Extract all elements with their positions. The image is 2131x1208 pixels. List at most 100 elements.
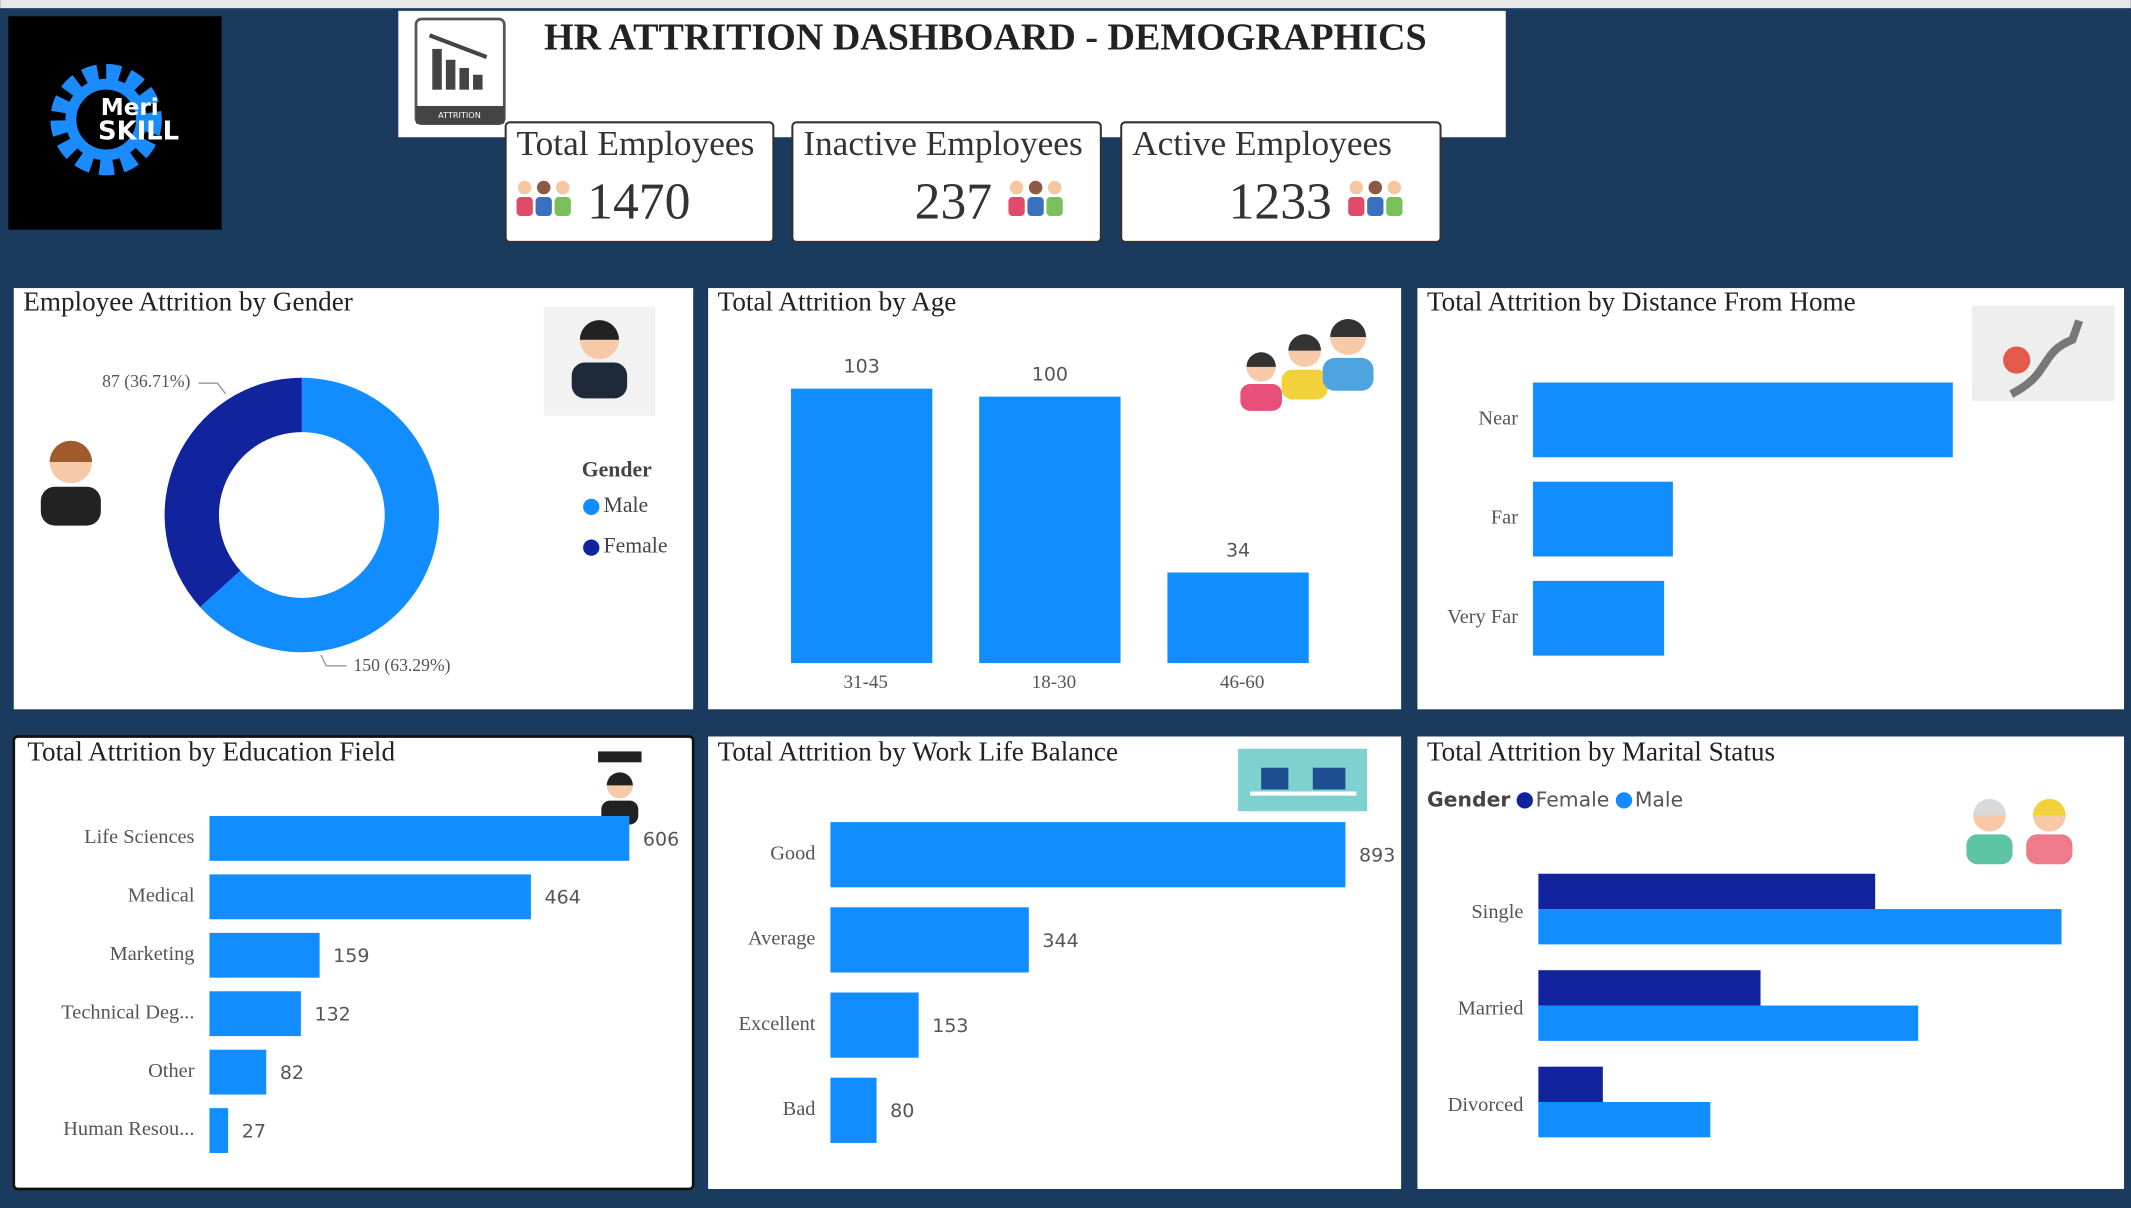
y-tick-label: Very Far (1447, 606, 1518, 628)
x-tick-label: 31-45 (844, 672, 888, 693)
bar (1538, 873, 1876, 910)
data-label: 34 (1226, 539, 1250, 561)
kpi-icon-head (1387, 180, 1402, 195)
legend-dot (583, 498, 600, 515)
data-label: 132 (314, 1004, 350, 1026)
logo-gear (50, 63, 162, 176)
data-label: 464 (545, 887, 581, 909)
data-label: 893 (1359, 845, 1395, 867)
kpi-label: Active Employees (1132, 124, 1392, 163)
x-tick-label: 18-30 (1032, 672, 1076, 693)
icon-body (1240, 384, 1282, 411)
logo-text: Meri (101, 95, 159, 121)
bar (1167, 572, 1309, 664)
data-label: 103 (844, 355, 880, 377)
bar (1532, 481, 1673, 557)
y-tick-label: Excellent (739, 1013, 816, 1035)
header-icon-label: ATTRITION (438, 110, 481, 120)
bar (830, 907, 1029, 973)
header-icon-arrow (428, 33, 488, 59)
data-label: 153 (932, 1015, 968, 1037)
legend-label: Male (1635, 787, 1683, 811)
kpi-label: Total Employees (517, 124, 755, 163)
icon-bg (1238, 748, 1368, 812)
chart-title: Total Attrition by Age (718, 287, 957, 317)
kpi-value: 1233 (1229, 173, 1332, 230)
legend-label: Female (603, 534, 667, 558)
x-tick-label: 46-60 (1220, 672, 1264, 693)
bar (1538, 1066, 1603, 1103)
bar (209, 991, 301, 1037)
chart-title: Total Attrition by Distance From Home (1427, 287, 1856, 317)
bar (1538, 1102, 1711, 1138)
icon-cap (598, 751, 642, 763)
kpi-icon-body (1348, 197, 1365, 217)
kpi-icon-head (1009, 180, 1024, 195)
y-tick-label: Human Resou... (63, 1118, 194, 1140)
header-icon-band (415, 105, 505, 124)
kpi-icon-body (535, 197, 552, 217)
data-label: 100 (1032, 363, 1068, 385)
icon-pin (2003, 346, 2031, 374)
ribbon-edge (0, 0, 2131, 9)
donut-slice (200, 377, 440, 653)
icon-hair (579, 320, 619, 340)
icon-body (40, 486, 101, 526)
leader-line (198, 382, 227, 395)
y-tick-label: Medical (128, 884, 195, 906)
kpi-icon-head (1028, 180, 1043, 195)
bar (830, 992, 919, 1058)
logo-gear-ring (65, 78, 147, 161)
kpi-icon-head (517, 180, 532, 195)
data-label: 159 (333, 945, 369, 967)
icon-house (1261, 767, 1289, 790)
kpi-value: 237 (915, 173, 992, 230)
y-tick-label: Average (748, 928, 816, 950)
data-label: 87 (36.71%) (102, 371, 190, 391)
y-tick-label: Marketing (110, 943, 195, 965)
kpi-icon-body (1046, 197, 1063, 217)
kpi-value: 1470 (587, 173, 690, 230)
y-tick-label: Technical Deg... (61, 1001, 194, 1023)
icon-body (2026, 834, 2073, 865)
bar (209, 815, 630, 861)
bar (830, 822, 1346, 888)
legend-dot (1615, 792, 1633, 809)
icon-bg (1971, 305, 2115, 401)
y-tick-label: Single (1471, 901, 1523, 923)
icon-hair (606, 772, 633, 786)
icon-hair (1246, 352, 1276, 367)
kpi-card (504, 121, 775, 243)
data-label: 82 (280, 1062, 304, 1084)
legend-dot (583, 539, 600, 556)
kpi-icon-body (554, 197, 571, 217)
icon-hair (1973, 798, 2006, 816)
kpi-icon-head (1047, 180, 1062, 195)
bar (209, 932, 320, 978)
data-label: 606 (643, 828, 679, 850)
dashboard-title: HR ATTRITION DASHBOARD - DEMOGRAPHICS (544, 16, 1427, 58)
kpi-icon-head (1368, 180, 1383, 195)
chart-title: Total Attrition by Marital Status (1427, 736, 1775, 766)
icon-hair (1288, 334, 1321, 351)
chart-title: Total Attrition by Work Life Balance (718, 736, 1118, 766)
kpi-label: Inactive Employees (803, 124, 1082, 163)
data-label: 150 (63.29%) (353, 655, 450, 675)
bar (209, 1108, 229, 1153)
kpi-icon-body (1027, 197, 1044, 217)
kpi-icon-body (1386, 197, 1403, 217)
kpi-icon-head (1349, 180, 1364, 195)
y-tick-label: Bad (783, 1098, 816, 1120)
chart-title: Total Attrition by Education Field (27, 736, 395, 766)
legend-label: Female (1536, 787, 1610, 811)
donut-slice (164, 377, 302, 608)
logo-text: SKILL (98, 116, 179, 146)
bar (1532, 382, 1953, 458)
y-tick-label: Other (148, 1060, 195, 1082)
chart-title: Employee Attrition by Gender (23, 287, 353, 317)
header-box (398, 10, 1506, 138)
kpi-icon-body (1367, 197, 1384, 217)
y-tick-label: Divorced (1448, 1094, 1524, 1116)
y-tick-label: Good (770, 842, 815, 864)
